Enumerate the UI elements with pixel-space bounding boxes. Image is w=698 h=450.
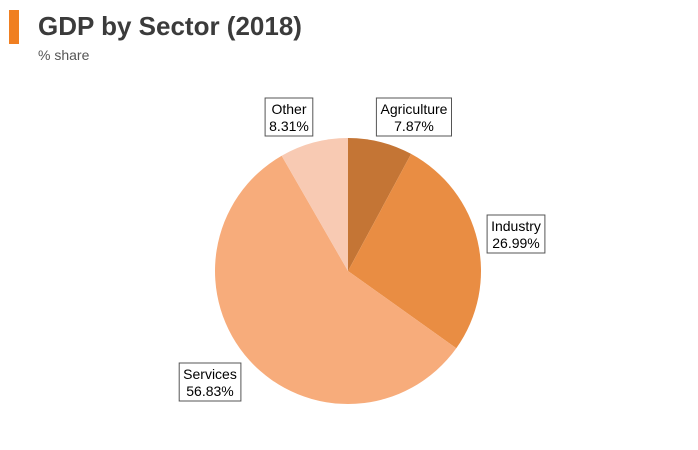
data-label-name: Other xyxy=(271,101,306,117)
data-label-name: Agriculture xyxy=(381,101,448,117)
data-label-value: 56.83% xyxy=(186,383,233,399)
data-label-value: 7.87% xyxy=(394,118,434,134)
data-label-value: 8.31% xyxy=(269,118,309,134)
data-label-box xyxy=(264,97,314,137)
data-label-name: Services xyxy=(183,366,237,382)
pie-slice-services[interactable] xyxy=(215,155,457,404)
pie-slice-agriculture[interactable] xyxy=(348,137,412,271)
pie-slice-other[interactable] xyxy=(281,138,348,271)
data-label-box xyxy=(178,362,242,402)
chart-title: GDP by Sector (2018) xyxy=(38,11,302,41)
data-label-value: 26.99% xyxy=(492,235,539,251)
data-label-box xyxy=(486,214,546,254)
data-label-box xyxy=(375,97,452,137)
data-label-name: Industry xyxy=(491,218,541,234)
chart-subtitle: % share xyxy=(38,47,90,63)
pie-slices xyxy=(215,137,482,404)
pie-slice-industry[interactable] xyxy=(348,153,482,349)
title-accent-bar xyxy=(9,10,19,44)
